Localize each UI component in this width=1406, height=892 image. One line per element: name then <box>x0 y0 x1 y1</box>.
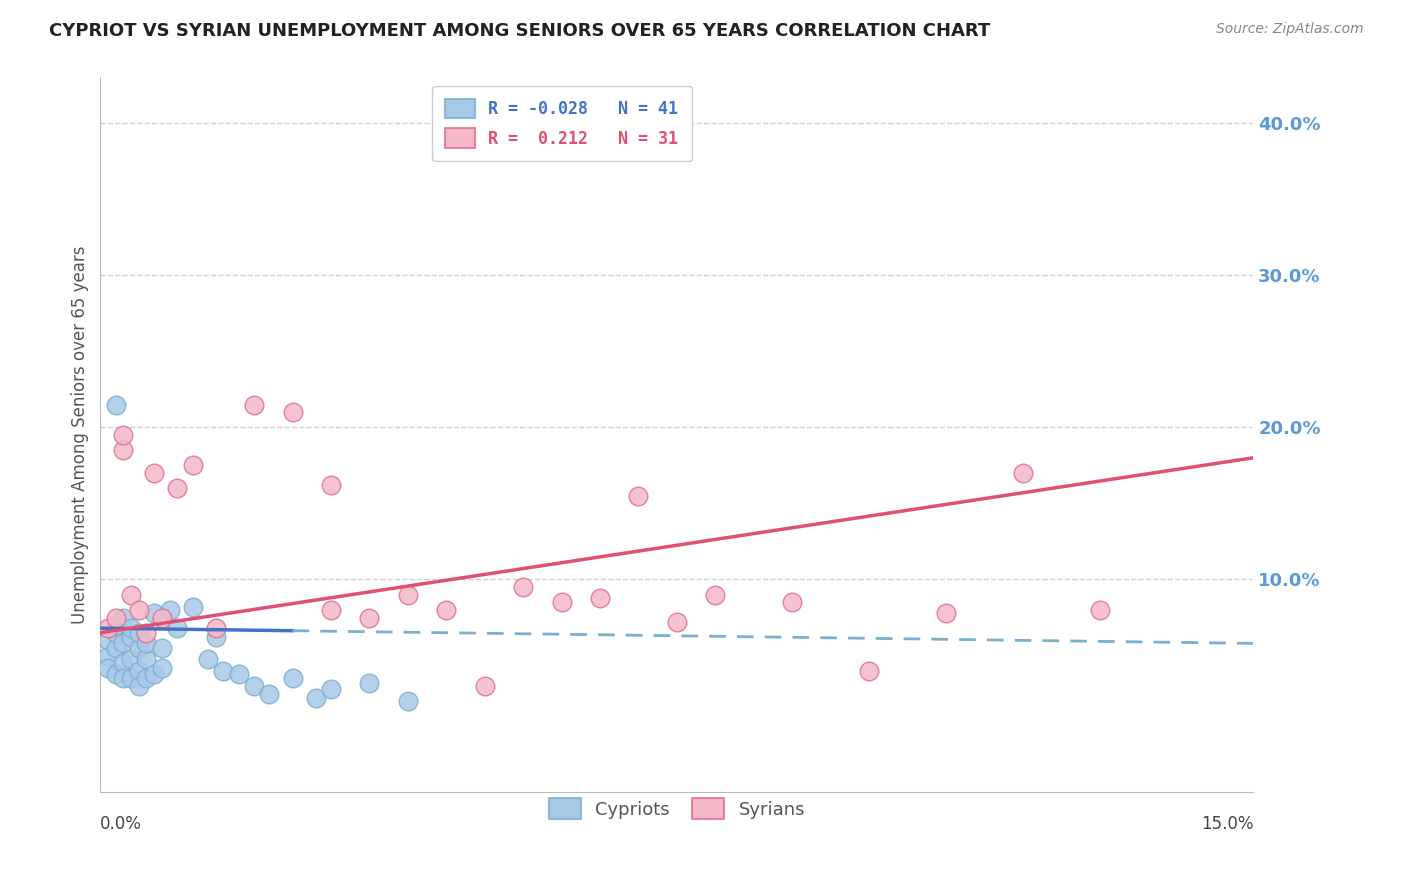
Point <box>181 599 204 614</box>
Point <box>120 588 142 602</box>
Text: CYPRIOT VS SYRIAN UNEMPLOYMENT AMONG SENIORS OVER 65 YEARS CORRELATION CHART: CYPRIOT VS SYRIAN UNEMPLOYMENT AMONG SEN… <box>49 22 990 40</box>
Point <box>104 398 127 412</box>
Point <box>359 676 381 690</box>
Point <box>1011 466 1033 480</box>
Point <box>665 615 688 629</box>
Point <box>935 606 957 620</box>
Point <box>281 672 304 686</box>
Point <box>112 428 135 442</box>
Point <box>319 681 342 696</box>
Point <box>159 603 181 617</box>
Point <box>112 443 135 458</box>
Point <box>104 640 127 655</box>
Point <box>396 588 419 602</box>
Point <box>228 666 250 681</box>
Point <box>104 610 127 624</box>
Point <box>780 595 803 609</box>
Point <box>135 625 157 640</box>
Point <box>166 621 188 635</box>
Point <box>97 661 120 675</box>
Point <box>128 640 150 655</box>
Point <box>319 603 342 617</box>
Point <box>135 651 157 665</box>
Point <box>550 595 572 609</box>
Point <box>112 636 135 650</box>
Point <box>120 630 142 644</box>
Point <box>135 672 157 686</box>
Point <box>589 591 612 605</box>
Point <box>97 633 120 648</box>
Point <box>150 661 173 675</box>
Y-axis label: Unemployment Among Seniors over 65 years: Unemployment Among Seniors over 65 years <box>72 245 89 624</box>
Point <box>135 636 157 650</box>
Point <box>112 672 135 686</box>
Point <box>97 648 120 663</box>
Point <box>120 651 142 665</box>
Point <box>128 625 150 640</box>
Point <box>197 651 219 665</box>
Point <box>704 588 727 602</box>
Point <box>143 606 166 620</box>
Point <box>143 666 166 681</box>
Point <box>243 398 266 412</box>
Point <box>150 610 173 624</box>
Point <box>128 664 150 678</box>
Point <box>212 664 235 678</box>
Legend: Cypriots, Syrians: Cypriots, Syrians <box>541 791 813 826</box>
Point <box>181 458 204 473</box>
Point <box>243 679 266 693</box>
Point <box>204 621 226 635</box>
Text: 0.0%: 0.0% <box>100 815 142 833</box>
Point <box>120 621 142 635</box>
Point <box>858 664 880 678</box>
Point <box>97 621 120 635</box>
Point <box>627 489 650 503</box>
Point <box>128 679 150 693</box>
Point <box>120 672 142 686</box>
Point <box>281 405 304 419</box>
Text: 15.0%: 15.0% <box>1201 815 1253 833</box>
Point <box>304 691 326 706</box>
Point <box>104 666 127 681</box>
Point <box>434 603 457 617</box>
Text: Source: ZipAtlas.com: Source: ZipAtlas.com <box>1216 22 1364 37</box>
Point <box>1088 603 1111 617</box>
Point <box>112 610 135 624</box>
Point <box>474 679 496 693</box>
Point <box>104 625 127 640</box>
Point <box>150 640 173 655</box>
Point <box>143 466 166 480</box>
Point <box>259 687 281 701</box>
Point <box>359 610 381 624</box>
Point <box>128 603 150 617</box>
Point <box>512 580 534 594</box>
Point <box>112 656 135 670</box>
Point <box>396 694 419 708</box>
Point <box>204 630 226 644</box>
Point <box>104 618 127 632</box>
Point <box>319 478 342 492</box>
Point <box>166 481 188 495</box>
